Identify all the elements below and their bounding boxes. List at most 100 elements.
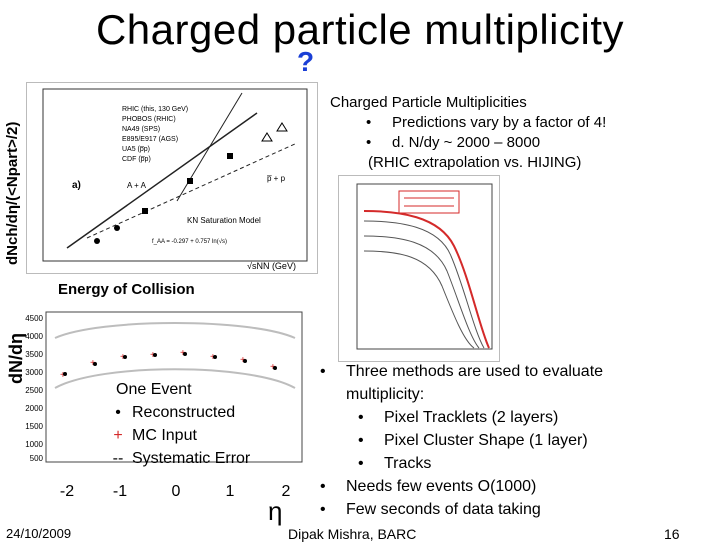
methods-item: • Three methods are used to evaluate [320, 363, 604, 380]
model-curve [363, 220, 485, 349]
legend-entry: CDF (p̅p) [122, 156, 151, 163]
x-tick-label: -1 [113, 483, 127, 500]
mc-marker: + [90, 358, 96, 369]
legend-entry: PHOBOS (RHIC) [122, 116, 176, 123]
reco-marker [273, 366, 277, 370]
legend-marker: -- [112, 450, 124, 467]
reco-marker [153, 353, 157, 357]
legend-title: One Event [116, 381, 192, 398]
model-curve [363, 250, 475, 349]
y-tick-label: 1000 [25, 440, 43, 449]
legend-label: MC Input [132, 427, 197, 444]
methods-item-text: Three methods are used to evaluate [346, 363, 604, 380]
model-plot-svg [356, 183, 493, 350]
legend-entry: NA49 (SPS) [122, 126, 160, 133]
error-band-top [54, 322, 296, 339]
y-tick-label: 3000 [25, 368, 43, 377]
fit-line [66, 112, 258, 249]
data-marker [94, 238, 100, 244]
x-tick-label: -2 [60, 483, 74, 500]
fig1-x-label: Energy of Collision [58, 281, 195, 298]
mc-marker: + [180, 348, 186, 359]
methods-item-text: Few seconds of data taking [346, 501, 541, 518]
legend-entry: UA5 (p̅p) [122, 146, 150, 153]
legend-marker: • [115, 404, 121, 421]
multiplicity-info: Charged Particle Multiplicities • Predict… [330, 93, 606, 173]
plot-frame [45, 311, 303, 463]
legend-item: -- Systematic Error [104, 447, 251, 470]
y-tick-label: 2500 [25, 386, 43, 395]
model-label: KN Saturation Model [187, 216, 261, 225]
dndeta-svg: + + + + + + + + 4500 4000 3500 3000 2500… [25, 311, 303, 500]
pp-fit-line [86, 142, 298, 239]
footer-page-number: 16 [664, 526, 680, 542]
data-marker [276, 122, 288, 132]
data-marker [187, 178, 193, 184]
mc-marker: + [210, 352, 216, 363]
info-heading: Charged Particle Multiplicities [330, 94, 527, 111]
x-axis-unit: √sNN (GeV) [247, 261, 296, 271]
fit-label: f_AA = -0.297 + 0.757 ln(√s) [152, 238, 227, 245]
mc-marker: + [240, 355, 246, 366]
reco-marker [93, 362, 97, 366]
plot-frame [42, 88, 308, 262]
question-mark: ? [297, 46, 315, 77]
y-tick-label: 500 [30, 454, 44, 463]
slide-title: Charged particle multiplicity [95, 6, 625, 53]
footer-date: 24/10/2009 [6, 526, 72, 541]
x-tick-label: 0 [172, 483, 181, 500]
methods-subitem: • Tracks [358, 455, 432, 472]
info-bullet-text: Predictions vary by a factor of 4! [392, 114, 607, 131]
reco-marker [213, 355, 217, 359]
plot-frame [356, 183, 493, 350]
footer-author: Dipak Mishra, BARC [288, 526, 417, 542]
methods-item: multiplicity: [320, 383, 603, 406]
reco-marker [183, 352, 187, 356]
fig3-y-label: dN/dη [6, 333, 26, 384]
methods-subitem: • Pixel Cluster Shape (1 layer) [358, 432, 588, 449]
dndeta-plot: + + + + + + + + 4500 4000 3500 3000 2500… [0, 308, 318, 520]
fig3-x-label: η [268, 496, 283, 526]
model-curve [363, 235, 480, 349]
methods-item-text: Tracks [384, 455, 432, 472]
mc-marker: + [120, 352, 126, 363]
model-curve [363, 210, 490, 349]
fig1-y-label: dNch/dη/(<Npart>/2) [4, 121, 21, 265]
y-tick-label: 4500 [25, 314, 43, 323]
legend-label: Systematic Error [132, 450, 251, 467]
legend-entry: RHIC (this, 130 GeV) [122, 106, 188, 113]
methods-item-text: Pixel Cluster Shape (1 layer) [384, 432, 588, 449]
legend-label: Reconstructed [132, 404, 236, 421]
mc-marker: + [270, 362, 276, 373]
fig1-label-strip [0, 82, 30, 292]
energy-dependence-plot: RHIC (this, 130 GeV) PHOBOS (RHIC) NA49 … [26, 82, 318, 274]
info-note: (RHIC extrapolation vs. HIJING) [368, 154, 582, 171]
data-marker [261, 132, 273, 142]
pseudorapidity-model-plot [338, 175, 500, 362]
legend-entry: E895/E917 (AGS) [122, 136, 178, 143]
pp-label: p̅ + p [266, 174, 285, 183]
mc-marker: + [60, 370, 66, 381]
methods-list: • Three methods are used to evaluate mult… [320, 360, 603, 521]
y-tick-label: 4000 [25, 332, 43, 341]
reco-marker [63, 372, 67, 376]
y-tick-label: 2000 [25, 404, 43, 413]
methods-item-text: Needs few events O(1000) [346, 478, 537, 495]
info-bullet: • d. N/dy ~ 2000 – 8000 [366, 134, 541, 151]
reco-marker [243, 359, 247, 363]
energy-plot-svg: RHIC (this, 130 GeV) PHOBOS (RHIC) NA49 … [42, 88, 308, 271]
reco-marker [123, 355, 127, 359]
legend-marker: + [113, 427, 123, 444]
legend-item: + MC Input [104, 424, 250, 447]
methods-item-text: multiplicity: [346, 386, 425, 403]
methods-item-text: Pixel Tracklets (2 layers) [384, 409, 559, 426]
data-marker [114, 225, 120, 231]
error-band-bottom [54, 368, 296, 389]
y-tick-label: 1500 [25, 422, 43, 431]
methods-item: • Few seconds of data taking [320, 501, 541, 518]
legend-item: • Reconstructed [104, 401, 250, 424]
x-tick-label: 2 [282, 483, 291, 500]
aa-label: A + A [127, 181, 147, 190]
panel-tag: a) [72, 180, 81, 191]
y-tick-label: 3500 [25, 350, 43, 359]
